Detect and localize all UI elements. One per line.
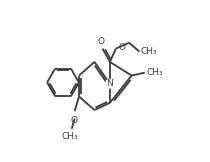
- Text: CH₃: CH₃: [61, 132, 78, 141]
- Text: CH₃: CH₃: [141, 47, 158, 56]
- Text: O: O: [70, 116, 77, 125]
- Text: O: O: [118, 43, 125, 52]
- Text: CH₃: CH₃: [146, 68, 163, 77]
- Text: N: N: [106, 79, 113, 88]
- Circle shape: [106, 80, 114, 88]
- Circle shape: [106, 80, 114, 88]
- Text: O: O: [98, 37, 105, 46]
